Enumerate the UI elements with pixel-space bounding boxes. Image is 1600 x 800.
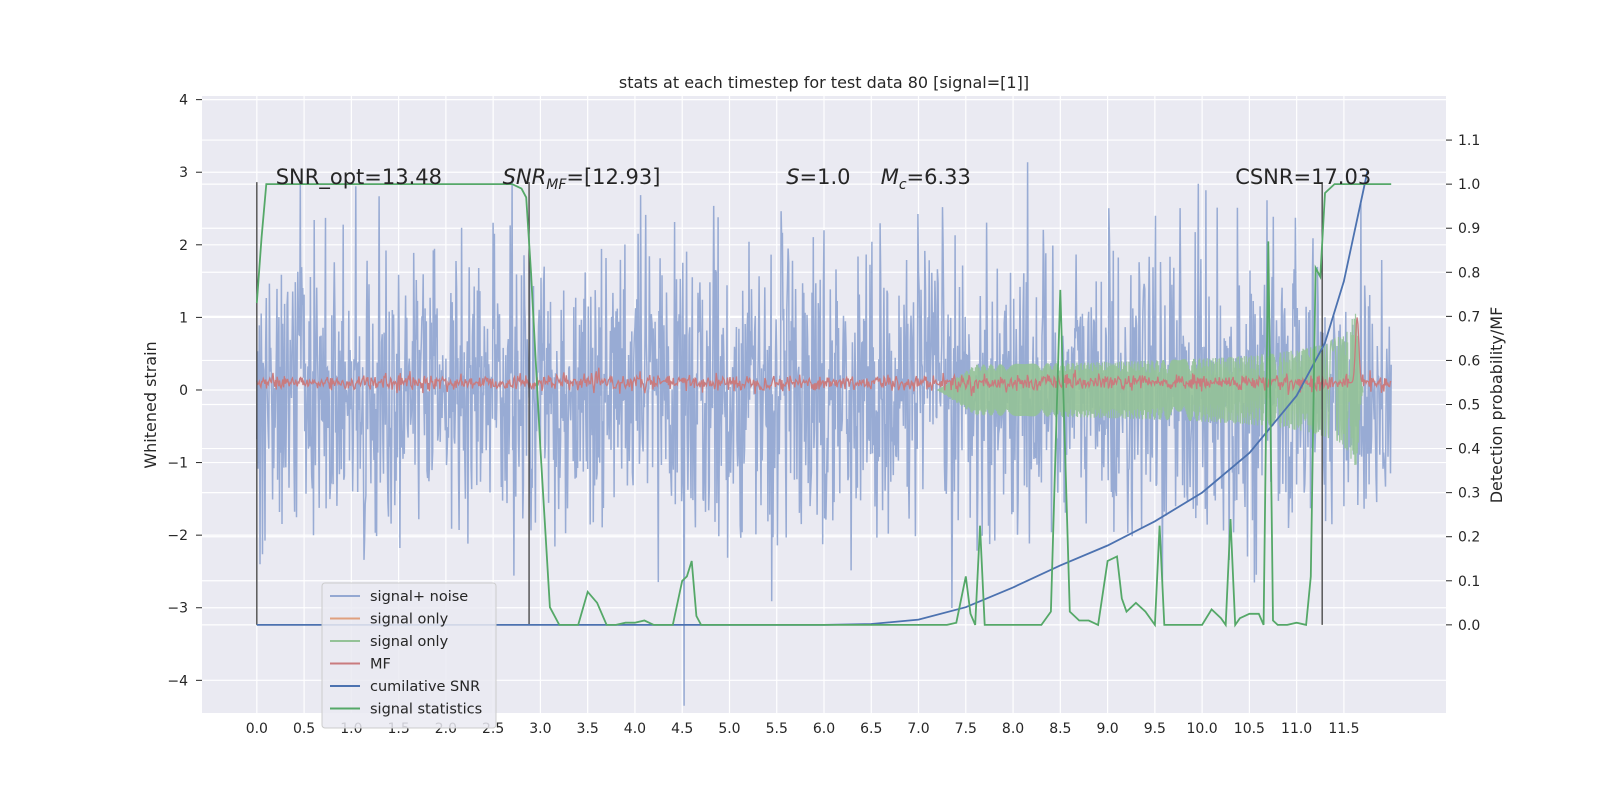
annotation-label: CSNR=17.03	[1235, 165, 1371, 189]
x-tick-label: 6.0	[813, 721, 835, 737]
series-signal-noise	[256, 162, 1392, 706]
legend-label: signal only	[370, 634, 449, 650]
y-right-tick-label: 0.8	[1458, 265, 1480, 281]
annotation-value: =[12.93]	[566, 165, 660, 189]
y-tick-label: 0	[179, 383, 188, 399]
legend-box	[321, 582, 497, 729]
annotations: SNR_opt=13.48 SNRMF=[12.93] S=1.0 Mc=6.33 CS…	[276, 165, 1371, 193]
x-tick-label: 9.0	[1096, 721, 1118, 737]
y-right-tick-label: 1.1	[1458, 133, 1480, 149]
annotation-value: =1.0	[800, 165, 851, 189]
legend-label: signal only	[370, 612, 449, 628]
y-right-tick-label: 0.3	[1458, 486, 1480, 502]
annotation-value: =6.33	[907, 165, 971, 189]
legend: signal+ noise signal only signal only MF cum…	[321, 582, 497, 729]
y-right-tick-label: 0.4	[1458, 442, 1480, 458]
y-tick-label: −4	[167, 673, 188, 689]
legend-label: MF	[370, 657, 391, 673]
x-tick-label: 3.0	[529, 721, 551, 737]
y-tick-label: 2	[179, 238, 188, 254]
annotation-main: SNR_opt=13.48	[276, 165, 442, 190]
annotation-subscript: MF	[546, 177, 567, 193]
y-tick-label: −3	[167, 601, 188, 617]
annotation-main: SNR	[503, 165, 547, 189]
annotation-label: SNR_opt=13.48	[276, 165, 442, 190]
x-tick-label: 7.0	[907, 721, 929, 737]
y-right-tick-label: 0.7	[1458, 309, 1480, 325]
y-tick-label: 3	[179, 165, 188, 181]
y-right-tick-label: 0.9	[1458, 221, 1480, 237]
x-tick-label: 9.5	[1144, 721, 1166, 737]
annotation-label: SNRMF=[12.93]	[503, 165, 661, 193]
y-right-tick-label: 0.0	[1458, 618, 1480, 634]
y-tick-label: 4	[179, 93, 188, 109]
series-line-cumulative-snr	[256, 170, 1369, 626]
y-axis-label: Whitened strain	[141, 341, 160, 468]
y-right-tick-label: 0.5	[1458, 398, 1480, 414]
series-line-signal-statistics	[255, 183, 1392, 628]
y-right-tick-label: 1.0	[1458, 177, 1480, 193]
legend-label: signal+ noise	[370, 589, 468, 605]
series-right-axis	[255, 170, 1392, 628]
series-line-mf	[256, 317, 1392, 397]
y-axis-label-right: Detection probability/MF	[1487, 307, 1506, 504]
x-tick-label: 4.0	[624, 721, 646, 737]
x-tick-label: 11.0	[1281, 721, 1312, 737]
series-mf	[256, 317, 1392, 397]
x-tick-label: 10.5	[1234, 721, 1265, 737]
x-tick-label: 5.5	[766, 721, 788, 737]
x-tick-label: 3.5	[577, 721, 599, 737]
annotation-label: Mc=6.33	[881, 165, 971, 193]
y-tick-label: −1	[167, 456, 188, 472]
series-line-signal-noise	[256, 162, 1392, 706]
y-right-tick-label: 0.6	[1458, 353, 1480, 369]
y-tick-label: −2	[167, 528, 188, 544]
x-tick-label: 8.5	[1049, 721, 1071, 737]
annotation-main: CSNR=17.03	[1235, 165, 1371, 189]
x-tick-label: 4.5	[671, 721, 693, 737]
annotation-label: S=1.0	[786, 165, 850, 189]
x-tick-label: 6.5	[860, 721, 882, 737]
x-tick-label: 10.0	[1187, 721, 1218, 737]
annotation-main: M	[881, 165, 899, 189]
annotation-subscript: c	[899, 177, 907, 193]
annotation-main: S	[786, 165, 799, 189]
legend-label: cumilative SNR	[370, 679, 480, 695]
x-tick-label: 11.5	[1328, 721, 1359, 737]
x-tick-label: 7.5	[955, 721, 977, 737]
x-tick-label: 0.5	[293, 721, 315, 737]
legend-label: signal statistics	[370, 702, 482, 718]
chart-title: stats at each timestep for test data 80 …	[619, 73, 1029, 92]
x-tick-label: 8.0	[1002, 721, 1024, 737]
y-tick-label: 1	[179, 310, 188, 326]
y-right-tick-label: 0.1	[1458, 574, 1480, 590]
x-tick-label: 0.0	[246, 721, 268, 737]
y-right-tick-label: 0.2	[1458, 530, 1480, 546]
x-tick-label: 5.0	[718, 721, 740, 737]
